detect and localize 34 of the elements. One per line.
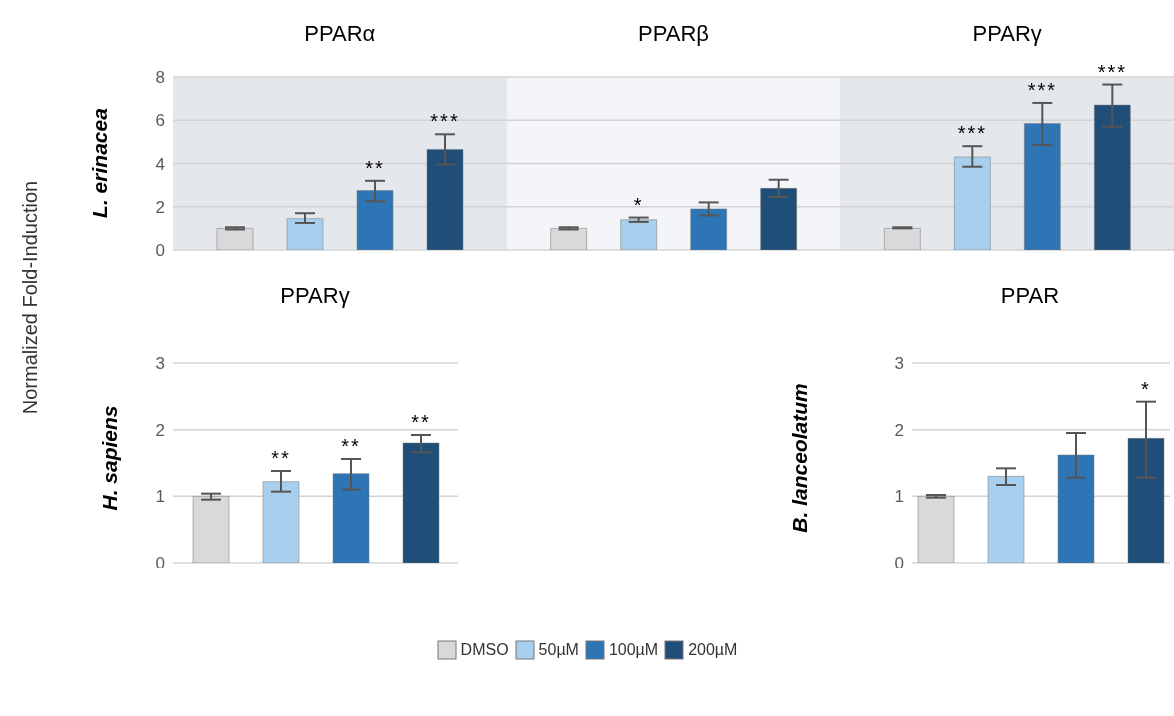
chart-title: PPARγ: [279, 283, 351, 309]
y-tick-label: 1: [894, 487, 904, 507]
y-tick-label: 2: [894, 420, 904, 440]
y-tick-label: 1: [155, 487, 165, 507]
y-tick-label: 2: [155, 197, 165, 217]
x-tick-label: PPARγ: [972, 21, 1042, 46]
legend-label: 200µM: [688, 641, 738, 659]
legend-label: DMSO: [460, 641, 509, 659]
y-axis-title: B. lanceolatum: [788, 382, 812, 535]
data-label: ***: [1027, 78, 1058, 101]
y-tick-label: 6: [155, 111, 165, 131]
data-label: **: [411, 411, 431, 433]
x-tick-label: PPARα: [304, 21, 376, 46]
y-tick-label: 3: [894, 354, 904, 374]
y-axis-title: L. erinacea: [88, 107, 112, 220]
y-tick-label: 4: [155, 154, 165, 174]
y-tick-label: 0: [155, 241, 165, 261]
legend-label: 100µM: [608, 641, 659, 659]
data-label: *: [633, 193, 644, 216]
x-tick-label: PPARβ: [638, 21, 709, 46]
data-label: *: [1141, 377, 1151, 400]
data-label: **: [271, 447, 291, 469]
text: Normalized Fold-Induction: [18, 179, 42, 417]
y-axis-title: H. sapiens: [98, 404, 122, 513]
chart-title: PPAR: [999, 283, 1061, 309]
data-label: ***: [957, 122, 988, 145]
legend-label: 50µM: [538, 641, 579, 659]
data-label: **: [365, 156, 385, 179]
y-tick-label: 8: [155, 68, 165, 88]
data-label: ***: [430, 110, 460, 133]
data-label: **: [341, 435, 361, 457]
data-label: ***: [1097, 60, 1128, 83]
y-tick-label: 3: [155, 354, 165, 374]
y-tick-label: 2: [155, 420, 165, 440]
